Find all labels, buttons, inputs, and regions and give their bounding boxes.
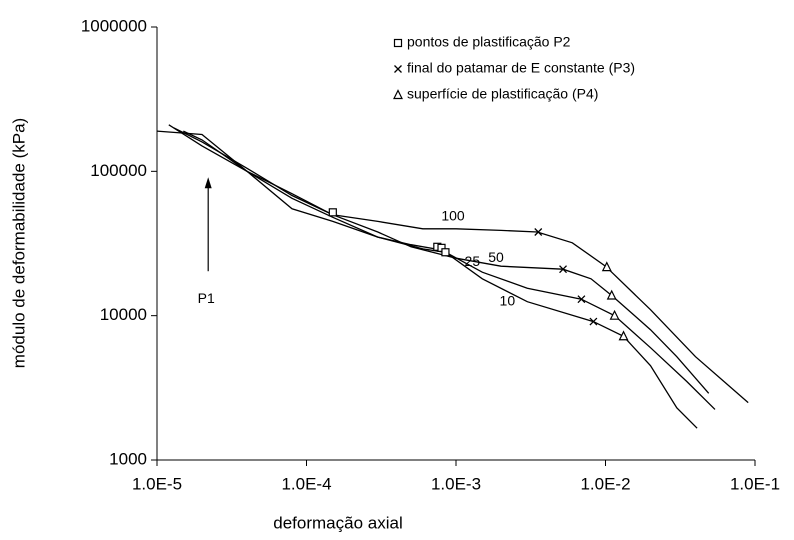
curve — [168, 124, 749, 404]
legend-label: superfície de plastificação (P4) — [407, 86, 598, 102]
curve-label: 10 — [500, 292, 516, 308]
curve — [156, 130, 698, 429]
marker-triangle — [609, 309, 620, 320]
marker-square — [328, 208, 337, 217]
curve-label: 25 — [465, 253, 481, 269]
legend-entry: superfície de plastificação (P4) — [393, 86, 598, 102]
x-tick-label: 1.0E-3 — [431, 474, 481, 493]
legend-entry: pontos de plastificação P2 — [393, 34, 571, 50]
x-axis-label: deformação axial — [273, 513, 402, 532]
marker-square — [441, 248, 450, 257]
curve-label: 100 — [441, 207, 465, 223]
marker-x — [559, 265, 568, 274]
curve-label: 50 — [488, 249, 504, 265]
y-tick-label: 100000 — [90, 161, 147, 180]
legend-label: pontos de plastificação P2 — [407, 34, 571, 50]
y-tick-label: 1000 — [109, 449, 147, 468]
x-tick-label: 1.0E-2 — [580, 474, 630, 493]
y-axis-label: módulo de deformabilidade (kPa) — [9, 118, 28, 368]
x-tick-label: 1.0E-1 — [730, 474, 780, 493]
marker-triangle — [606, 289, 617, 300]
curve — [183, 130, 716, 410]
x-tick-label: 1.0E-4 — [281, 474, 331, 493]
y-tick-label: 10000 — [100, 305, 147, 324]
marker-triangle — [393, 89, 403, 100]
legend-entry: final do patamar de E constante (P3) — [394, 60, 635, 76]
x-tick-label: 1.0E-5 — [132, 474, 182, 493]
marker-x — [577, 295, 586, 304]
marker-triangle — [601, 261, 612, 272]
y-tick-label: 1000000 — [81, 16, 147, 35]
marker-x — [534, 228, 543, 236]
marker-square — [393, 38, 403, 48]
legend-label: final do patamar de E constante (P3) — [407, 60, 635, 76]
marker-x — [394, 65, 402, 73]
marker-triangle — [618, 330, 629, 341]
marker-x — [589, 317, 598, 326]
annotation-label: P1 — [198, 290, 215, 306]
curve — [173, 127, 710, 394]
annotation-arrowhead — [204, 177, 212, 189]
